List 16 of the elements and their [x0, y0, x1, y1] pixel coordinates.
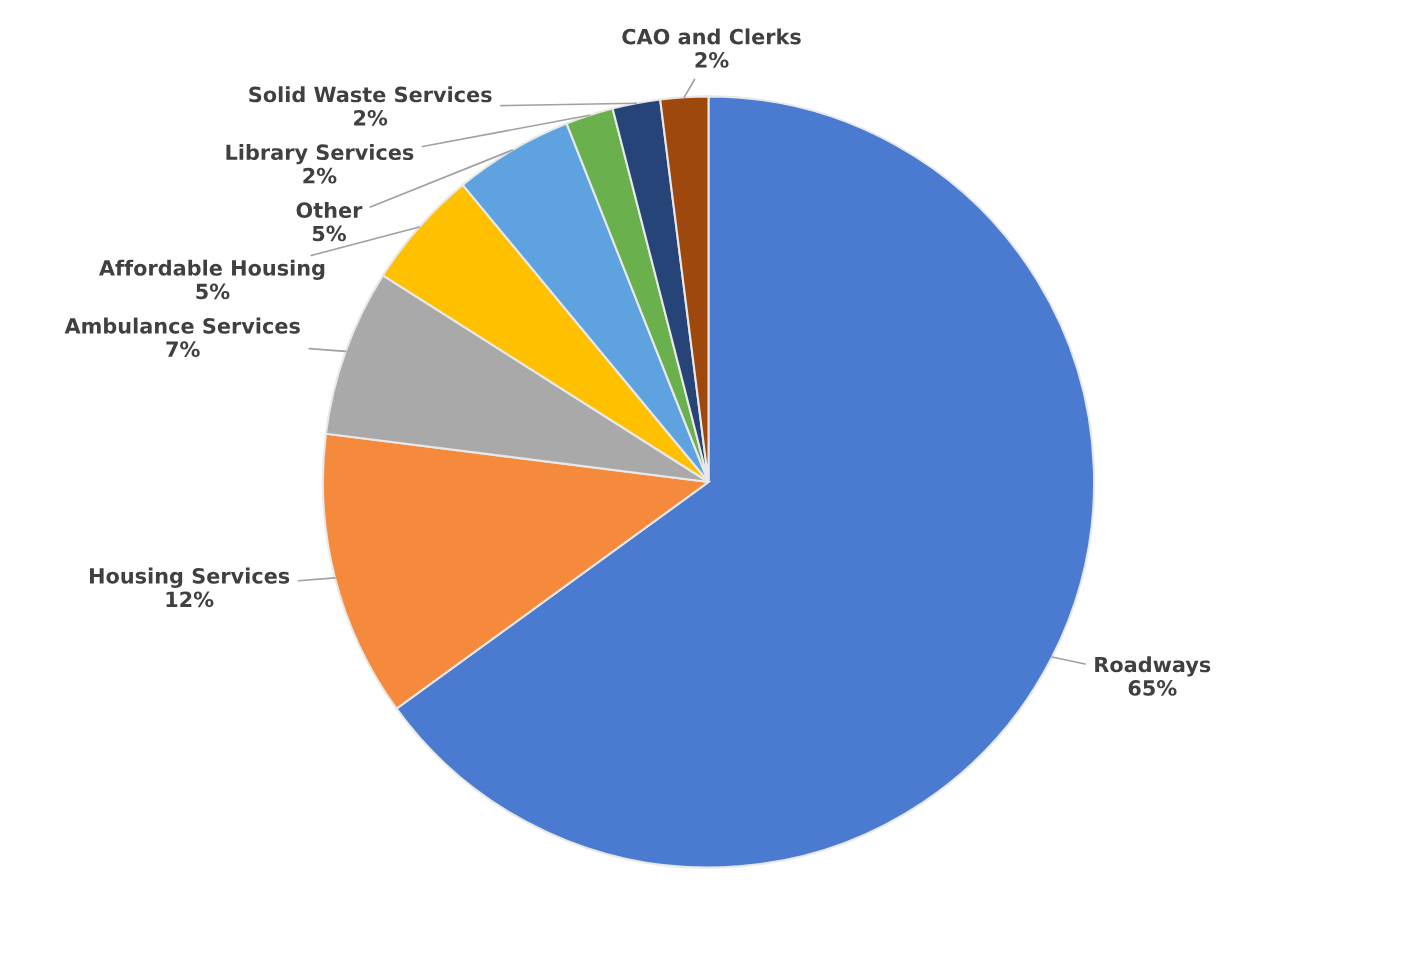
slice-label: CAO and Clerks — [622, 28, 801, 45]
data-label: 5% — [196, 283, 230, 300]
slice-label: Ambulance Services — [64, 317, 300, 334]
slice-label: Library Services — [226, 143, 414, 165]
slice-label: Other — [296, 201, 363, 219]
slice-label: Affordable Housing — [98, 259, 325, 280]
data-label: 5% — [312, 225, 346, 242]
data-label: 2% — [303, 167, 337, 184]
slice-label: Housing Services — [89, 567, 290, 588]
data-label: 7% — [166, 341, 200, 358]
data-label: 12% — [166, 591, 214, 608]
data-label: 2% — [354, 109, 388, 126]
data-label: 2% — [695, 52, 729, 68]
data-label: 65% — [1128, 680, 1177, 696]
slice-label: Solid Waste Services — [249, 86, 492, 103]
slice-label: Roadways — [1095, 656, 1211, 677]
